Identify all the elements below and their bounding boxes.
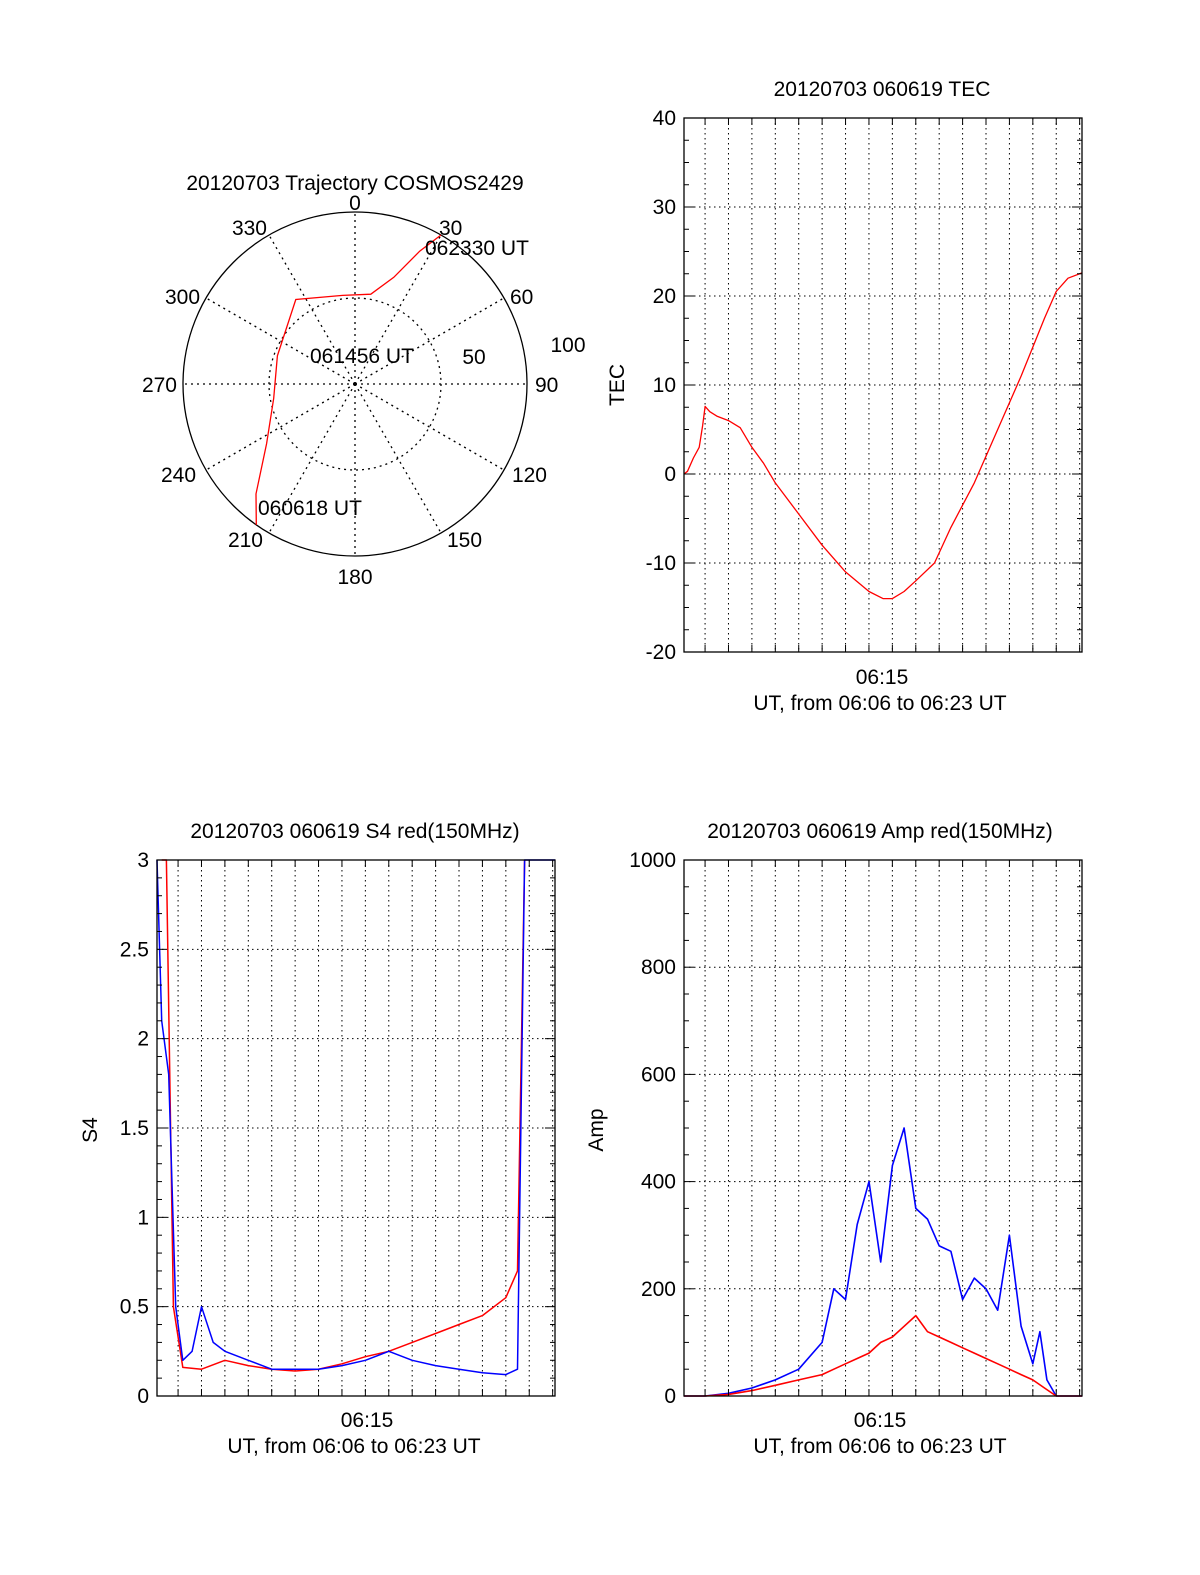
- trajectory-line: [255, 234, 442, 525]
- y-tick-label: 30: [653, 196, 676, 219]
- polar-azimuth-label: 330: [232, 217, 267, 240]
- polar-azimuth-label: 120: [512, 464, 547, 487]
- s4-title: 20120703 060619 S4 red(150MHz): [190, 820, 519, 843]
- y-tick-label: 20: [653, 285, 676, 308]
- trajectory-time-label: 061456 UT: [310, 345, 414, 368]
- polar-azimuth-label: 90: [535, 374, 558, 397]
- y-tick-label: -20: [646, 641, 676, 664]
- amp-x-axis-label: UT, from 06:06 to 06:23 UT: [753, 1435, 1006, 1458]
- y-tick-label: 3: [137, 849, 149, 872]
- polar-azimuth-label: 30: [439, 217, 462, 240]
- s4-y-axis-label: S4: [79, 1117, 102, 1143]
- s4-x-tick-label: 06:15: [341, 1409, 394, 1432]
- polar-title: 20120703 Trajectory COSMOS2429: [186, 172, 523, 195]
- tec-plot-frame: [683, 117, 1083, 653]
- tec-x-tick-label: 06:15: [856, 666, 909, 689]
- y-tick-label: 0.5: [120, 1296, 149, 1319]
- polar-spoke: [354, 297, 505, 385]
- polar-azimuth-label: 180: [337, 566, 372, 589]
- y-tick-label: 2.5: [120, 938, 149, 961]
- series-line-2: [156, 859, 555, 1376]
- y-tick-label: 1.5: [120, 1117, 149, 1140]
- polar-spoke: [268, 234, 356, 385]
- y-tick-label: 2: [137, 1028, 149, 1051]
- polar-azimuth-label: 240: [161, 464, 196, 487]
- series-line-1: [683, 272, 1083, 600]
- y-tick-label: 0: [664, 1385, 676, 1408]
- y-tick-label: 0: [664, 463, 676, 486]
- trajectory-time-label: 060618 UT: [258, 497, 362, 520]
- polar-azimuth-label: 150: [447, 529, 482, 552]
- polar-azimuth-label: 270: [142, 374, 177, 397]
- y-tick-label: -10: [646, 552, 676, 575]
- amp-plot-frame: [683, 859, 1083, 1397]
- polar-radial-label: 50: [462, 346, 485, 369]
- polar-radial-label: 100: [550, 334, 585, 357]
- trajectory-polar-plot: 20120703 Trajectory COSMOS2429 0 30 60 90 12…: [142, 172, 586, 589]
- y-tick-label: 400: [641, 1171, 676, 1194]
- polar-azimuth-label: 60: [510, 286, 533, 309]
- y-tick-label: 600: [641, 1063, 676, 1086]
- polar-spoke: [354, 383, 442, 534]
- polar-azimuth-label: 210: [228, 529, 263, 552]
- y-tick-label: 10: [653, 374, 676, 397]
- y-tick-label: 40: [653, 107, 676, 130]
- s4-x-axis-label: UT, from 06:06 to 06:23 UT: [227, 1435, 480, 1458]
- y-tick-label: 200: [641, 1278, 676, 1301]
- amp-y-axis-label: Amp: [585, 1108, 608, 1151]
- polar-azimuth-label: 300: [165, 286, 200, 309]
- trajectory-time-label: 062330 UT: [425, 237, 529, 260]
- series-line-1: [161, 859, 526, 1372]
- y-tick-label: 1000: [629, 849, 676, 872]
- polar-azimuth-label: 0: [349, 192, 361, 215]
- tec-y-axis-label: TEC: [606, 364, 629, 406]
- polar-spoke: [354, 383, 505, 471]
- y-tick-label: 0: [137, 1385, 149, 1408]
- polar-spoke: [354, 234, 442, 385]
- y-tick-label: 800: [641, 956, 676, 979]
- y-tick-label: 1: [137, 1206, 149, 1229]
- s4-plot-frame: [156, 859, 556, 1397]
- series-line-1: [684, 1127, 1082, 1397]
- s4-plot: 20120703 060619 S4 red(150MHz) 0 0.5 1 1.5 2…: [79, 820, 556, 1458]
- amp-plot: 20120703 060619 Amp red(150MHz) 0 200 400 6…: [585, 820, 1083, 1458]
- tec-title: 20120703 060619 TEC: [774, 78, 991, 101]
- amp-x-tick-label: 06:15: [854, 1409, 907, 1432]
- tec-x-axis-label: UT, from 06:06 to 06:23 UT: [753, 692, 1006, 715]
- series-line-2: [684, 1314, 1082, 1397]
- amp-title: 20120703 060619 Amp red(150MHz): [707, 820, 1053, 843]
- polar-spoke: [268, 383, 356, 534]
- polar-spoke: [205, 297, 356, 385]
- polar-spoke: [205, 383, 356, 471]
- polar-outer-ring: [182, 211, 528, 557]
